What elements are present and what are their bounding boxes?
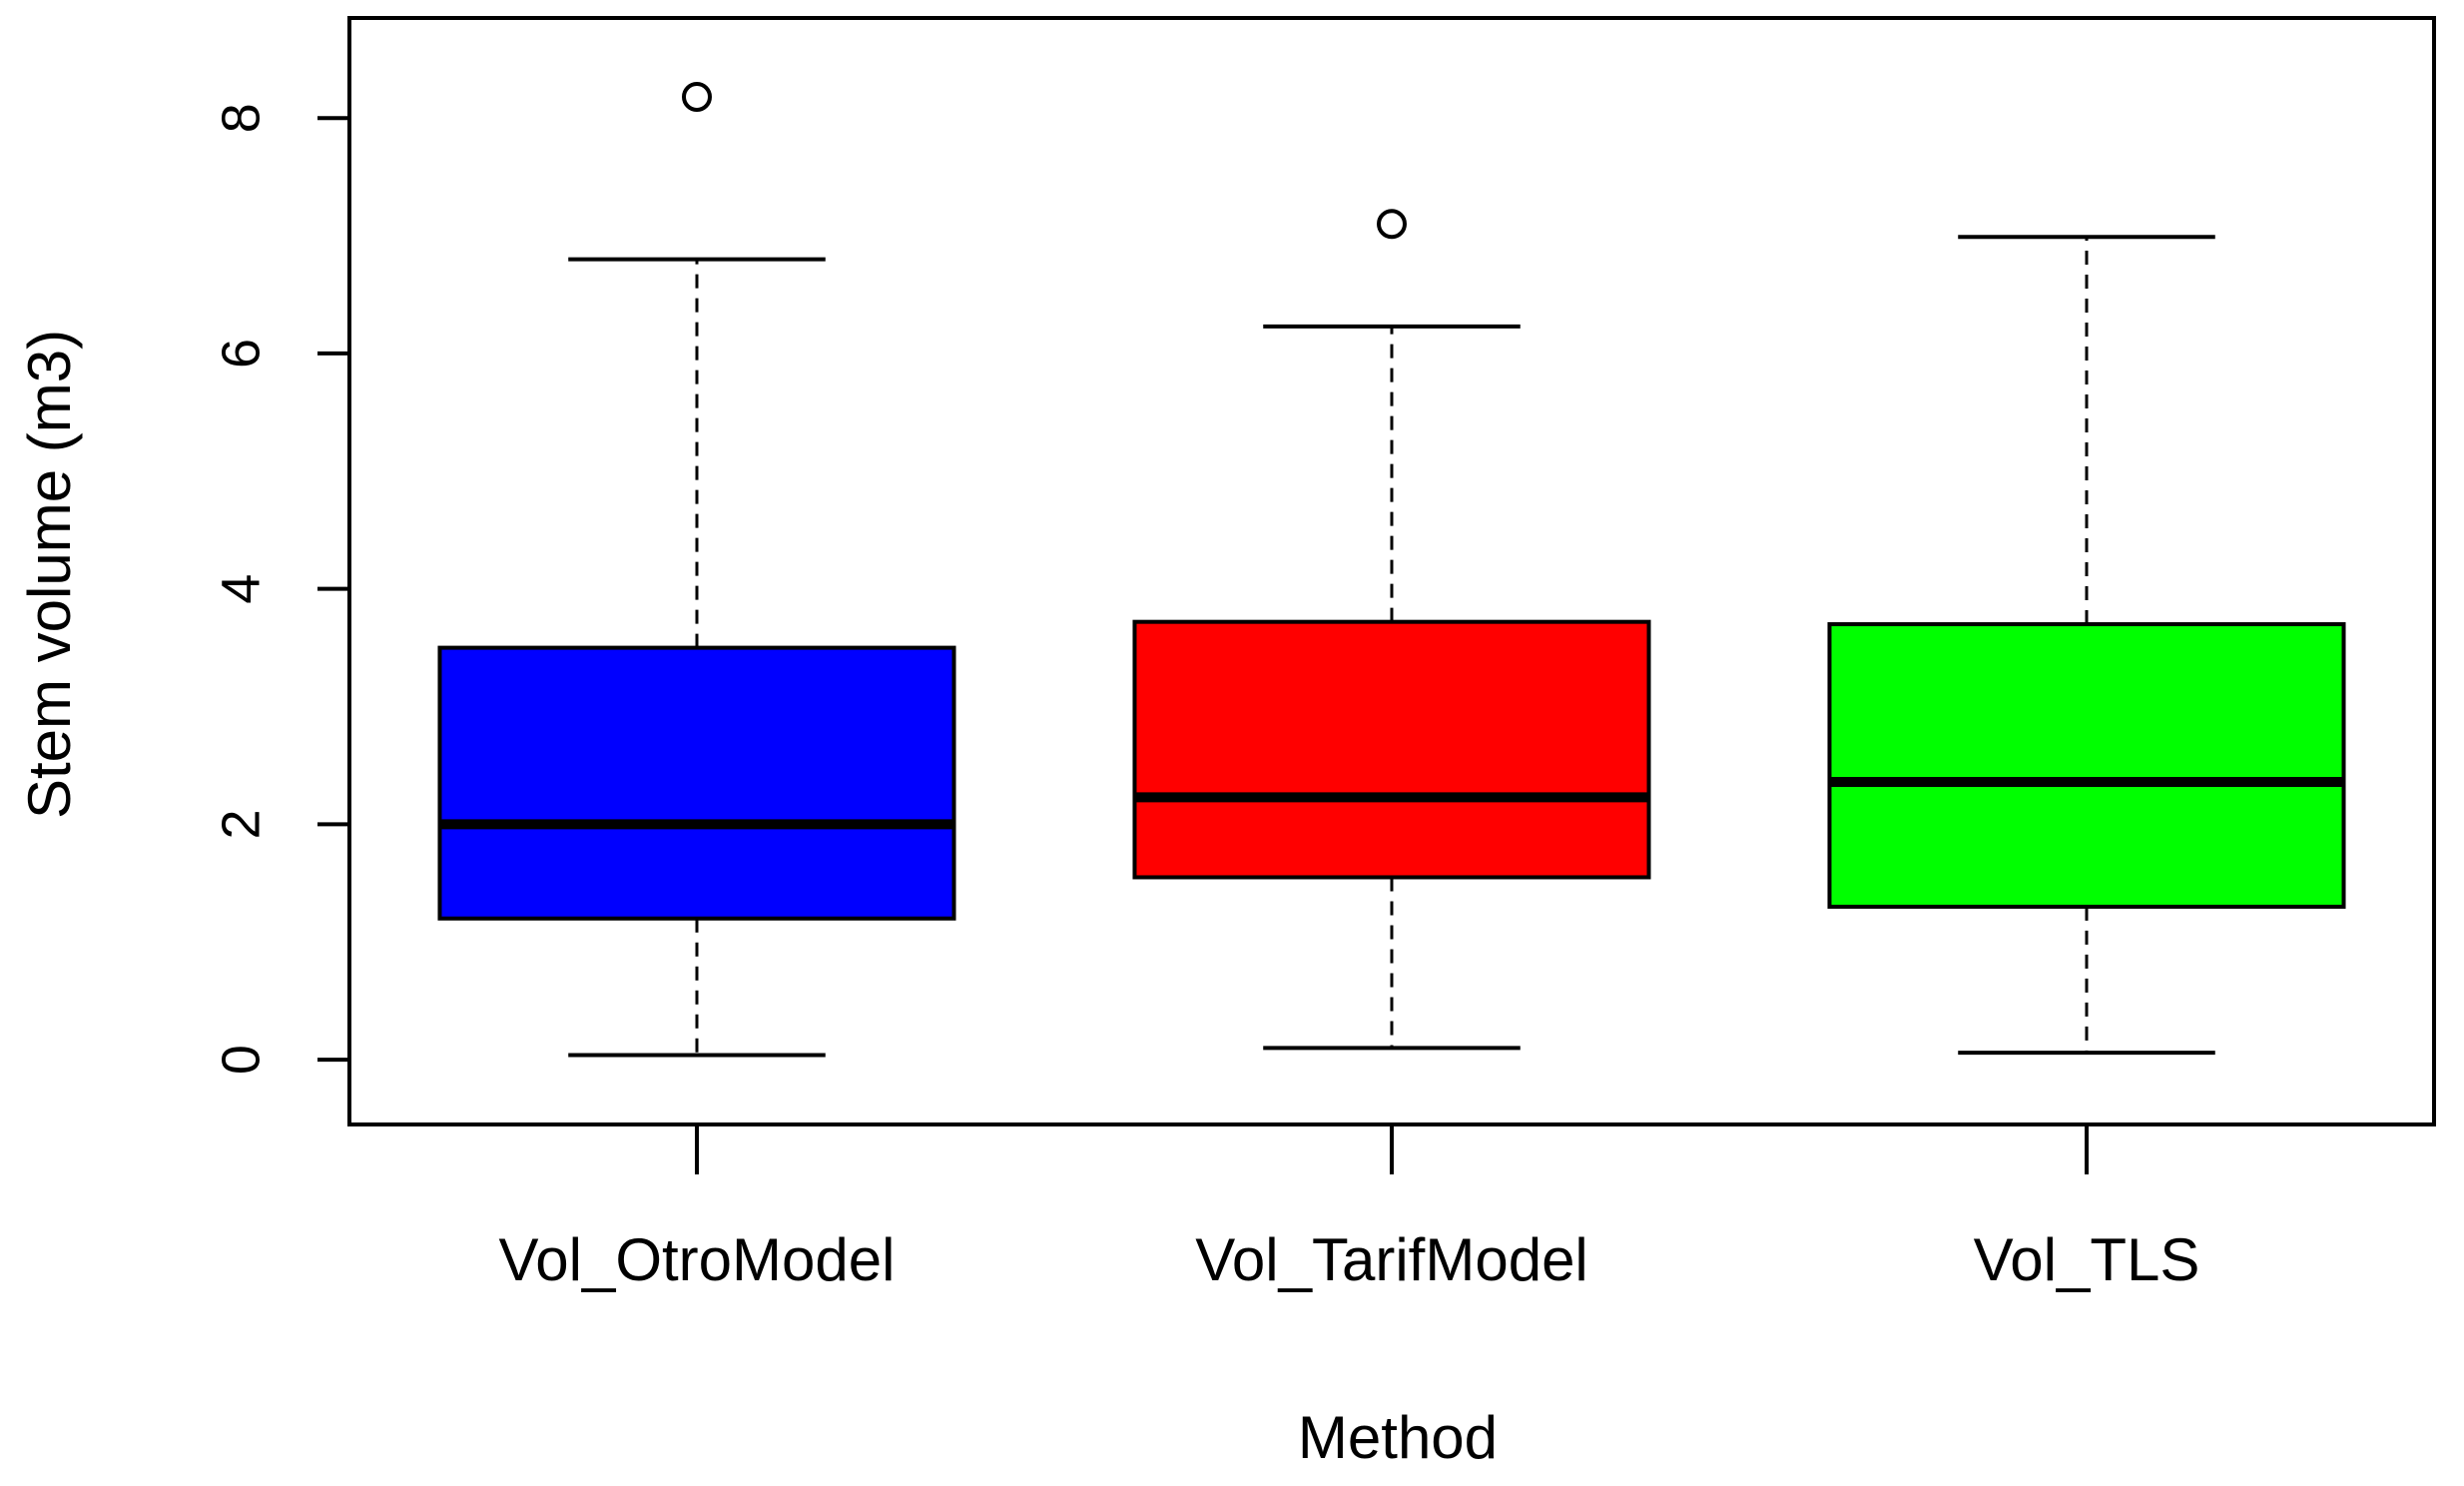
box-Vol_TLS: [1827, 235, 2346, 1056]
x-tick-label: Vol_OtroModel: [499, 1226, 896, 1293]
x-axis-title: Method: [1298, 1404, 1498, 1471]
outlier-point: [682, 81, 712, 112]
y-tick-label: 8: [211, 103, 271, 133]
y-tick-label: 0: [211, 1045, 271, 1075]
y-axis: 0 2 4 6 8: [211, 103, 351, 1075]
boxes-group: [437, 81, 2346, 1058]
iqr-box: [1827, 622, 2346, 909]
box-Vol_OtroModel: [437, 81, 956, 1058]
y-tick-label: 4: [211, 574, 271, 604]
x-axis: Vol_OtroModel Vol_TarifModel Vol_TLS: [499, 1124, 2200, 1293]
iqr-box: [437, 645, 956, 921]
x-tick-label: Vol_TLS: [1974, 1226, 2200, 1293]
y-axis-title: Stem volume (m3): [16, 330, 83, 819]
x-tick-label: Vol_TarifModel: [1195, 1226, 1588, 1293]
box-Vol_TarifModel: [1132, 209, 1651, 1051]
outlier-point: [1377, 209, 1407, 240]
y-tick-label: 2: [211, 809, 271, 839]
y-tick-label: 6: [211, 339, 271, 369]
iqr-box: [1132, 619, 1651, 880]
